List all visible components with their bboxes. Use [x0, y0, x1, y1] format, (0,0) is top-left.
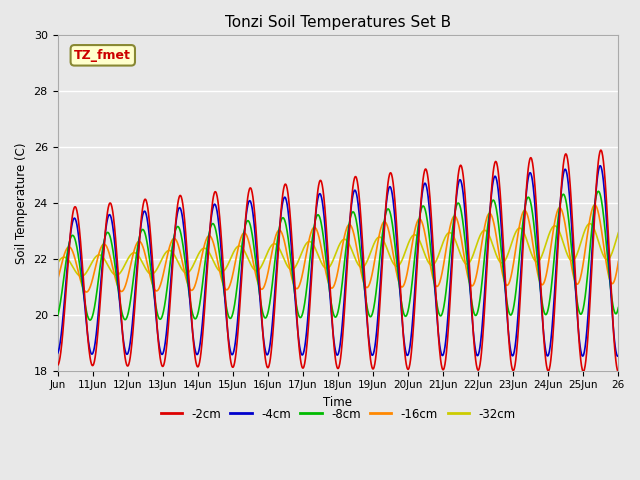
Title: Tonzi Soil Temperatures Set B: Tonzi Soil Temperatures Set B	[225, 15, 451, 30]
Legend: -2cm, -4cm, -8cm, -16cm, -32cm: -2cm, -4cm, -8cm, -16cm, -32cm	[156, 403, 520, 425]
Text: TZ_fmet: TZ_fmet	[74, 49, 131, 62]
Y-axis label: Soil Temperature (C): Soil Temperature (C)	[15, 142, 28, 264]
X-axis label: Time: Time	[323, 396, 353, 409]
